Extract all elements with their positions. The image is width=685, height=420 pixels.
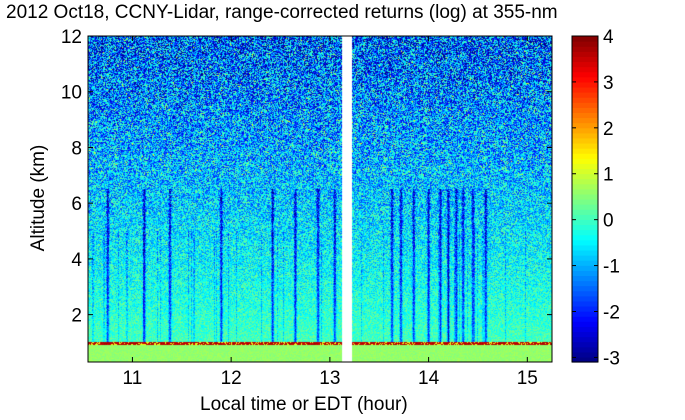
- colorbar-segment: [572, 336, 598, 343]
- colorbar-segment: [572, 204, 598, 210]
- colorbar-segment: [572, 224, 598, 231]
- colorbar-segment: [572, 219, 598, 226]
- colorbar-segment: [572, 158, 598, 164]
- plot-frame: [87, 35, 553, 363]
- y-tick-label: 6: [71, 194, 82, 215]
- colorbar-segment: [572, 178, 598, 185]
- y-tick-label: 2: [71, 306, 82, 327]
- colorbar-segment: [572, 36, 598, 42]
- colorbar-segment: [572, 102, 598, 108]
- colorbar-segment: [572, 326, 598, 333]
- colorbar-segment: [572, 341, 598, 348]
- colorbar-segment: [572, 290, 598, 297]
- colorbar-segment: [572, 132, 598, 139]
- y-tick-label: 10: [61, 83, 82, 104]
- colorbar-segment: [572, 295, 598, 302]
- colorbar-segment: [572, 168, 598, 175]
- colorbar: [571, 35, 599, 363]
- colorbar-segment: [572, 81, 598, 88]
- colorbar-segment: [572, 209, 598, 215]
- colorbar-segment: [572, 356, 598, 363]
- chart-title: 2012 Oct18, CCNY-Lidar, range-corrected …: [6, 2, 558, 23]
- y-tick-label: 4: [71, 250, 82, 271]
- colorbar-segment: [572, 173, 598, 180]
- colorbar-segment: [572, 122, 598, 129]
- colorbar-segment: [572, 229, 598, 236]
- colorbar-segment: [572, 316, 598, 322]
- colorbar-tick-label: 1: [603, 165, 614, 186]
- colorbar-segment: [572, 351, 598, 358]
- colorbar-segment: [572, 163, 598, 170]
- colorbar-tick-label: 4: [603, 27, 614, 48]
- colorbar-segment: [572, 331, 598, 338]
- x-tick-label: 11: [123, 368, 143, 389]
- colorbar-segment: [572, 46, 598, 52]
- colorbar-segment: [572, 188, 598, 195]
- colorbar-segment: [572, 56, 598, 63]
- colorbar-segment: [572, 183, 598, 190]
- colorbar-segment: [572, 244, 598, 251]
- colorbar-segment: [572, 255, 598, 261]
- colorbar-segment: [572, 300, 598, 307]
- colorbar-segment: [572, 275, 598, 282]
- colorbar-segment: [572, 86, 598, 93]
- colorbar-frame: [571, 35, 599, 363]
- colorbar-segment: [572, 239, 598, 246]
- colorbar-segment: [572, 285, 598, 292]
- colorbar-segment: [572, 270, 598, 277]
- colorbar-tick-label: 0: [603, 211, 614, 232]
- colorbar-segment: [572, 153, 598, 159]
- colorbar-segment: [572, 107, 598, 114]
- x-tick-label: 13: [319, 368, 340, 389]
- y-tick-label: 8: [71, 138, 82, 159]
- colorbar-ticks: -3 -2 -1 0 1 2 3 4: [572, 27, 620, 369]
- colorbar-segment: [572, 137, 598, 144]
- heatmap-image: [88, 36, 552, 362]
- colorbar-segment: [572, 97, 598, 103]
- colorbar-segment: [572, 127, 598, 134]
- colorbar-tick-label: -1: [603, 257, 620, 278]
- x-axis-label: Local time or EDT (hour): [200, 394, 408, 415]
- colorbar-segment: [572, 280, 598, 287]
- y-axis-label: Altitude (km): [28, 144, 49, 252]
- colorbar-segment: [572, 305, 598, 312]
- colorbar-segment: [572, 214, 598, 220]
- colorbar-segment: [572, 117, 598, 124]
- x-tick-label: 14: [418, 368, 440, 389]
- colorbar-tick-label: -3: [603, 348, 620, 369]
- colorbar-segment: [572, 142, 598, 149]
- colorbar-segment: [572, 41, 598, 47]
- colorbar-segment: [572, 311, 598, 317]
- colorbar-segment: [572, 321, 598, 327]
- x-axis-ticks: 11 12 13 14 15: [123, 36, 538, 389]
- colorbar-tick-label: 3: [603, 73, 614, 94]
- colorbar-segment: [572, 193, 598, 200]
- colorbar-tick-label: 2: [603, 119, 614, 140]
- x-tick-label: 15: [517, 368, 538, 389]
- heatmap: [88, 36, 552, 362]
- colorbar-segment: [572, 148, 598, 154]
- colorbar-segment: [572, 265, 598, 271]
- colorbar-segment: [572, 71, 598, 78]
- colorbar-segment: [572, 249, 598, 256]
- colorbar-segment: [572, 346, 598, 353]
- y-tick-label: 12: [61, 27, 82, 48]
- colorbar-segment: [572, 260, 598, 266]
- colorbar-tick-label: -2: [603, 302, 620, 323]
- y-axis-ticks: 2 4 6 8 10 12: [61, 27, 552, 327]
- colorbar-segment: [572, 234, 598, 241]
- colorbar-segment: [572, 66, 598, 73]
- colorbar-segment: [572, 61, 598, 68]
- colorbar-segment: [572, 92, 598, 98]
- colorbar-segment: [572, 112, 598, 119]
- colorbar-segment: [572, 199, 598, 205]
- colorbar-segment: [572, 51, 598, 57]
- x-tick-label: 12: [221, 368, 242, 389]
- colorbar-segment: [572, 76, 598, 83]
